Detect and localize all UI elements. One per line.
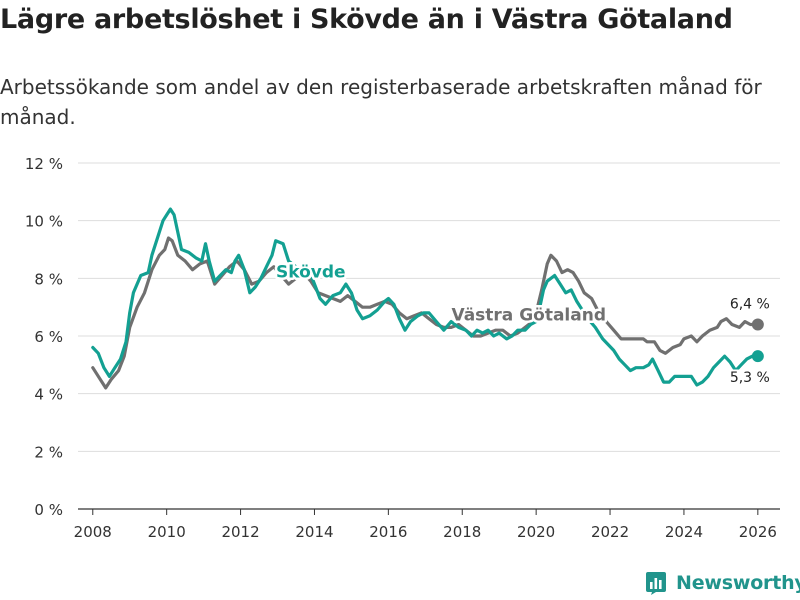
series-name-label-skovde: Skövde: [276, 262, 346, 282]
end-value-label-skovde: 5,3 %: [730, 370, 770, 386]
gridlines: [78, 162, 780, 510]
chart-title: Lägre arbetslöshet i Skövde än i Västra …: [0, 4, 733, 35]
x-tick-label: 2016: [369, 523, 407, 541]
x-tick-label: 2022: [591, 523, 629, 541]
series-name-label-vg: Västra Götaland: [451, 306, 606, 326]
y-tick-label: 6 %: [34, 328, 63, 346]
series-labels: Skövde Västra Götaland 6,4 % 5,3 %: [273, 260, 771, 388]
series-line-skovde: [91, 207, 760, 387]
y-axis-ticks: 0 % 2 % 4 % 6 % 8 % 10 % 12 %: [25, 155, 63, 519]
y-tick-label: 4 %: [34, 386, 63, 404]
x-tick-label: 2010: [148, 523, 186, 541]
x-tick-label: 2008: [74, 523, 112, 541]
bar-chart-icon: [644, 571, 668, 595]
y-tick-label: 0 %: [34, 501, 63, 519]
newsworthy-logo: Newsworthy: [644, 568, 800, 598]
x-tick-label: 2018: [443, 523, 481, 541]
x-tick-label: 2014: [295, 523, 333, 541]
x-tick-label: 2012: [221, 523, 259, 541]
chart-subtitle: Arbetssökande som andel av den registerb…: [0, 75, 762, 129]
end-value-label-vg: 6,4 %: [730, 296, 770, 312]
y-tick-label: 2 %: [34, 443, 63, 461]
series-lines: [91, 207, 764, 390]
series-end-dot-vg: [751, 318, 764, 331]
y-tick-label: 10 %: [25, 213, 63, 231]
y-tick-label: 12 %: [25, 155, 63, 173]
series-end-dot-skovde: [751, 350, 764, 363]
x-tick-label: 2026: [739, 523, 777, 541]
y-tick-label: 8 %: [34, 270, 63, 288]
x-axis-ticks: 2008 2010 2012 2014 2016 2018 2020 2022 2024 2026: [74, 509, 777, 541]
x-tick-label: 2024: [665, 523, 703, 541]
brand-name: Newsworthy: [676, 572, 800, 594]
x-tick-label: 2020: [517, 523, 555, 541]
